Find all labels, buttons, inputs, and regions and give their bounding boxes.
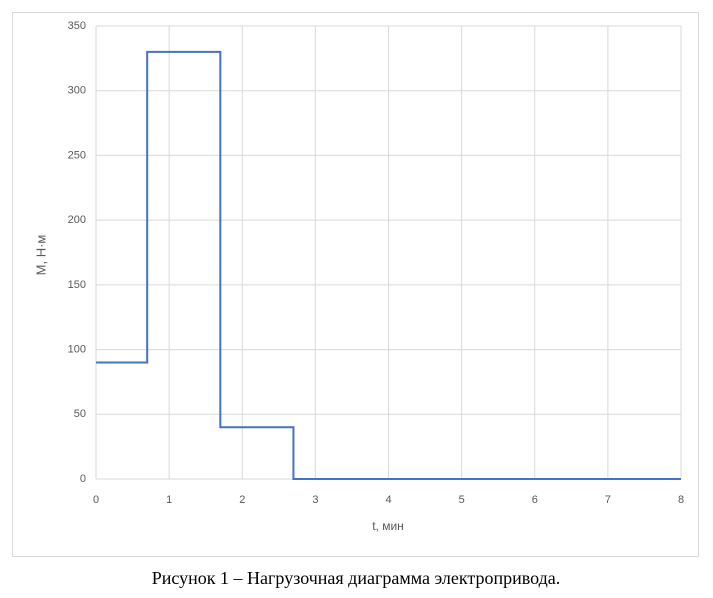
y-tick-label: 0 bbox=[80, 473, 86, 485]
data-line bbox=[96, 50, 681, 480]
y-tick-label: 100 bbox=[68, 343, 86, 355]
x-tick-label: 2 bbox=[239, 494, 245, 506]
x-tick-label: 5 bbox=[459, 494, 465, 506]
x-axis-title: t, мин bbox=[372, 519, 404, 533]
y-tick-label: 250 bbox=[68, 149, 86, 161]
y-tick-label: 150 bbox=[68, 279, 86, 291]
x-tick-label: 6 bbox=[532, 494, 538, 506]
y-tick-label: 50 bbox=[74, 408, 86, 420]
caption: Рисунок 1 – Нагрузочная диаграмма электр… bbox=[152, 568, 560, 588]
x-tick-label: 1 bbox=[166, 494, 172, 506]
x-tick-label: 0 bbox=[93, 494, 99, 506]
x-tick-label: 4 bbox=[385, 494, 391, 506]
y-tick-label: 350 bbox=[68, 20, 86, 32]
x-tick-label: 3 bbox=[312, 494, 318, 506]
x-tick-label: 7 bbox=[605, 494, 611, 506]
x-tick-label: 8 bbox=[678, 494, 684, 506]
y-axis-title: M, Н·м bbox=[33, 235, 48, 276]
y-tick-label: 300 bbox=[68, 85, 86, 97]
y-tick-label: 200 bbox=[68, 214, 86, 226]
